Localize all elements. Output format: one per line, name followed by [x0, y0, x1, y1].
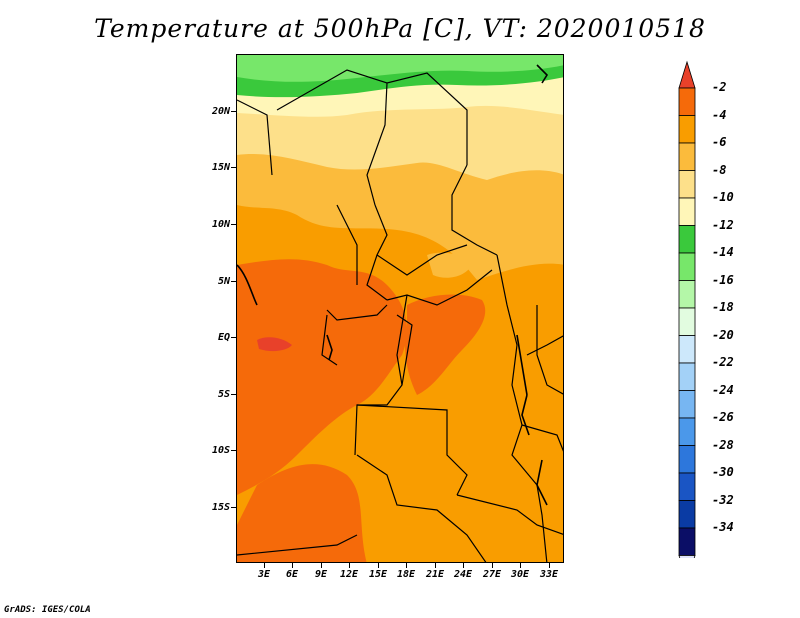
colorbar-segment	[678, 307, 696, 336]
lon-label-27e: 27E	[482, 569, 502, 580]
coastline-lakes	[237, 64, 549, 506]
field-green-light	[237, 55, 563, 82]
lat-tick	[231, 167, 236, 168]
lon-tick	[292, 563, 293, 568]
lon-tick	[492, 563, 493, 568]
colorbar-label: -18	[712, 300, 734, 314]
lon-label-33e: 33E	[539, 569, 559, 580]
colorbar-label: -4	[712, 107, 727, 122]
colorbar-segment	[678, 142, 696, 171]
lon-label-30e: 30E	[510, 569, 530, 580]
lon-tick	[406, 563, 407, 568]
lon-label-6e: 6E	[285, 569, 299, 580]
lon-label-3e: 3E	[257, 569, 271, 580]
colorbar-segment	[678, 362, 696, 391]
colorbar-segment	[678, 170, 696, 199]
colorbar-segment	[678, 472, 696, 501]
grads-credit: GrADS: IGES/COLA	[4, 605, 91, 615]
map-title: Temperature at 500hPa [C], VT: 202001051…	[94, 14, 706, 43]
colorbar-label: -14	[712, 245, 734, 259]
lon-label-21e: 21E	[425, 569, 445, 580]
colorbar-label: -12	[712, 217, 734, 232]
lon-tick	[549, 563, 550, 568]
colorbar-segment	[678, 390, 696, 419]
lat-label-10n: 10N	[211, 219, 230, 230]
lon-label-18e: 18E	[396, 569, 416, 580]
lon-tick	[435, 563, 436, 568]
field-very-warm-southwest	[237, 464, 367, 562]
colorbar-segment	[678, 87, 696, 116]
colorbar-label: -32	[712, 492, 734, 507]
lat-tick	[231, 337, 236, 338]
field-very-warm-west	[237, 259, 407, 495]
colorbar-segment	[678, 225, 696, 254]
lon-tick	[321, 563, 322, 568]
colorbar-segment	[678, 335, 696, 364]
field-very-warm-central	[405, 294, 486, 395]
colorbar-segment	[678, 500, 696, 529]
country-borders	[237, 69, 563, 562]
lat-tick	[231, 394, 236, 395]
colorbar-label: -24	[712, 382, 734, 397]
lon-label-12e: 12E	[339, 569, 359, 580]
colorbar-segment	[678, 115, 696, 144]
lat-label-15n: 15N	[211, 162, 230, 173]
lat-tick	[231, 111, 236, 112]
lon-tick	[349, 563, 350, 568]
colorbar-segment	[678, 280, 696, 309]
map-svg	[237, 55, 563, 562]
lon-label-15e: 15E	[368, 569, 388, 580]
lon-tick	[520, 563, 521, 568]
lat-tick	[231, 224, 236, 225]
lon-tick	[264, 563, 265, 568]
field-hot-core	[257, 337, 292, 352]
lat-tick	[231, 507, 236, 508]
colorbar	[678, 60, 696, 558]
lon-tick	[378, 563, 379, 568]
lon-label-9e: 9E	[314, 569, 328, 580]
lat-label-5s: 5S	[217, 389, 230, 400]
lat-label-eq: EQ	[217, 332, 230, 343]
colorbar-segment	[678, 197, 696, 226]
colorbar-label: -6	[712, 135, 727, 149]
colorbar-label: -26	[712, 410, 734, 424]
colorbar-segment	[678, 445, 696, 474]
colorbar-segment	[678, 417, 696, 446]
lon-label-24e: 24E	[453, 569, 473, 580]
colorbar-label: -2	[712, 80, 727, 94]
colorbar-top-triangle	[678, 60, 696, 89]
colorbar-label: -8	[712, 162, 727, 177]
colorbar-label: -10	[712, 190, 734, 204]
colorbar-segment	[678, 527, 696, 556]
colorbar-label: -20	[712, 327, 734, 342]
temperature-map	[236, 54, 564, 563]
colorbar-label: -28	[712, 437, 734, 452]
lat-tick	[231, 281, 236, 282]
colorbar-segment	[678, 252, 696, 281]
colorbar-label: -16	[712, 272, 734, 287]
colorbar-bottom-triangle	[678, 555, 696, 558]
lat-label-10s: 10S	[211, 445, 230, 456]
colorbar-label: -30	[712, 465, 734, 479]
lat-label-20n: 20N	[211, 106, 230, 117]
lat-label-5n: 5N	[217, 276, 230, 287]
field-mild-patch	[427, 252, 472, 278]
colorbar-label: -34	[712, 520, 734, 534]
lat-tick	[231, 450, 236, 451]
lat-label-15s: 15S	[211, 502, 230, 513]
lon-tick	[463, 563, 464, 568]
colorbar-label: -22	[712, 355, 734, 369]
